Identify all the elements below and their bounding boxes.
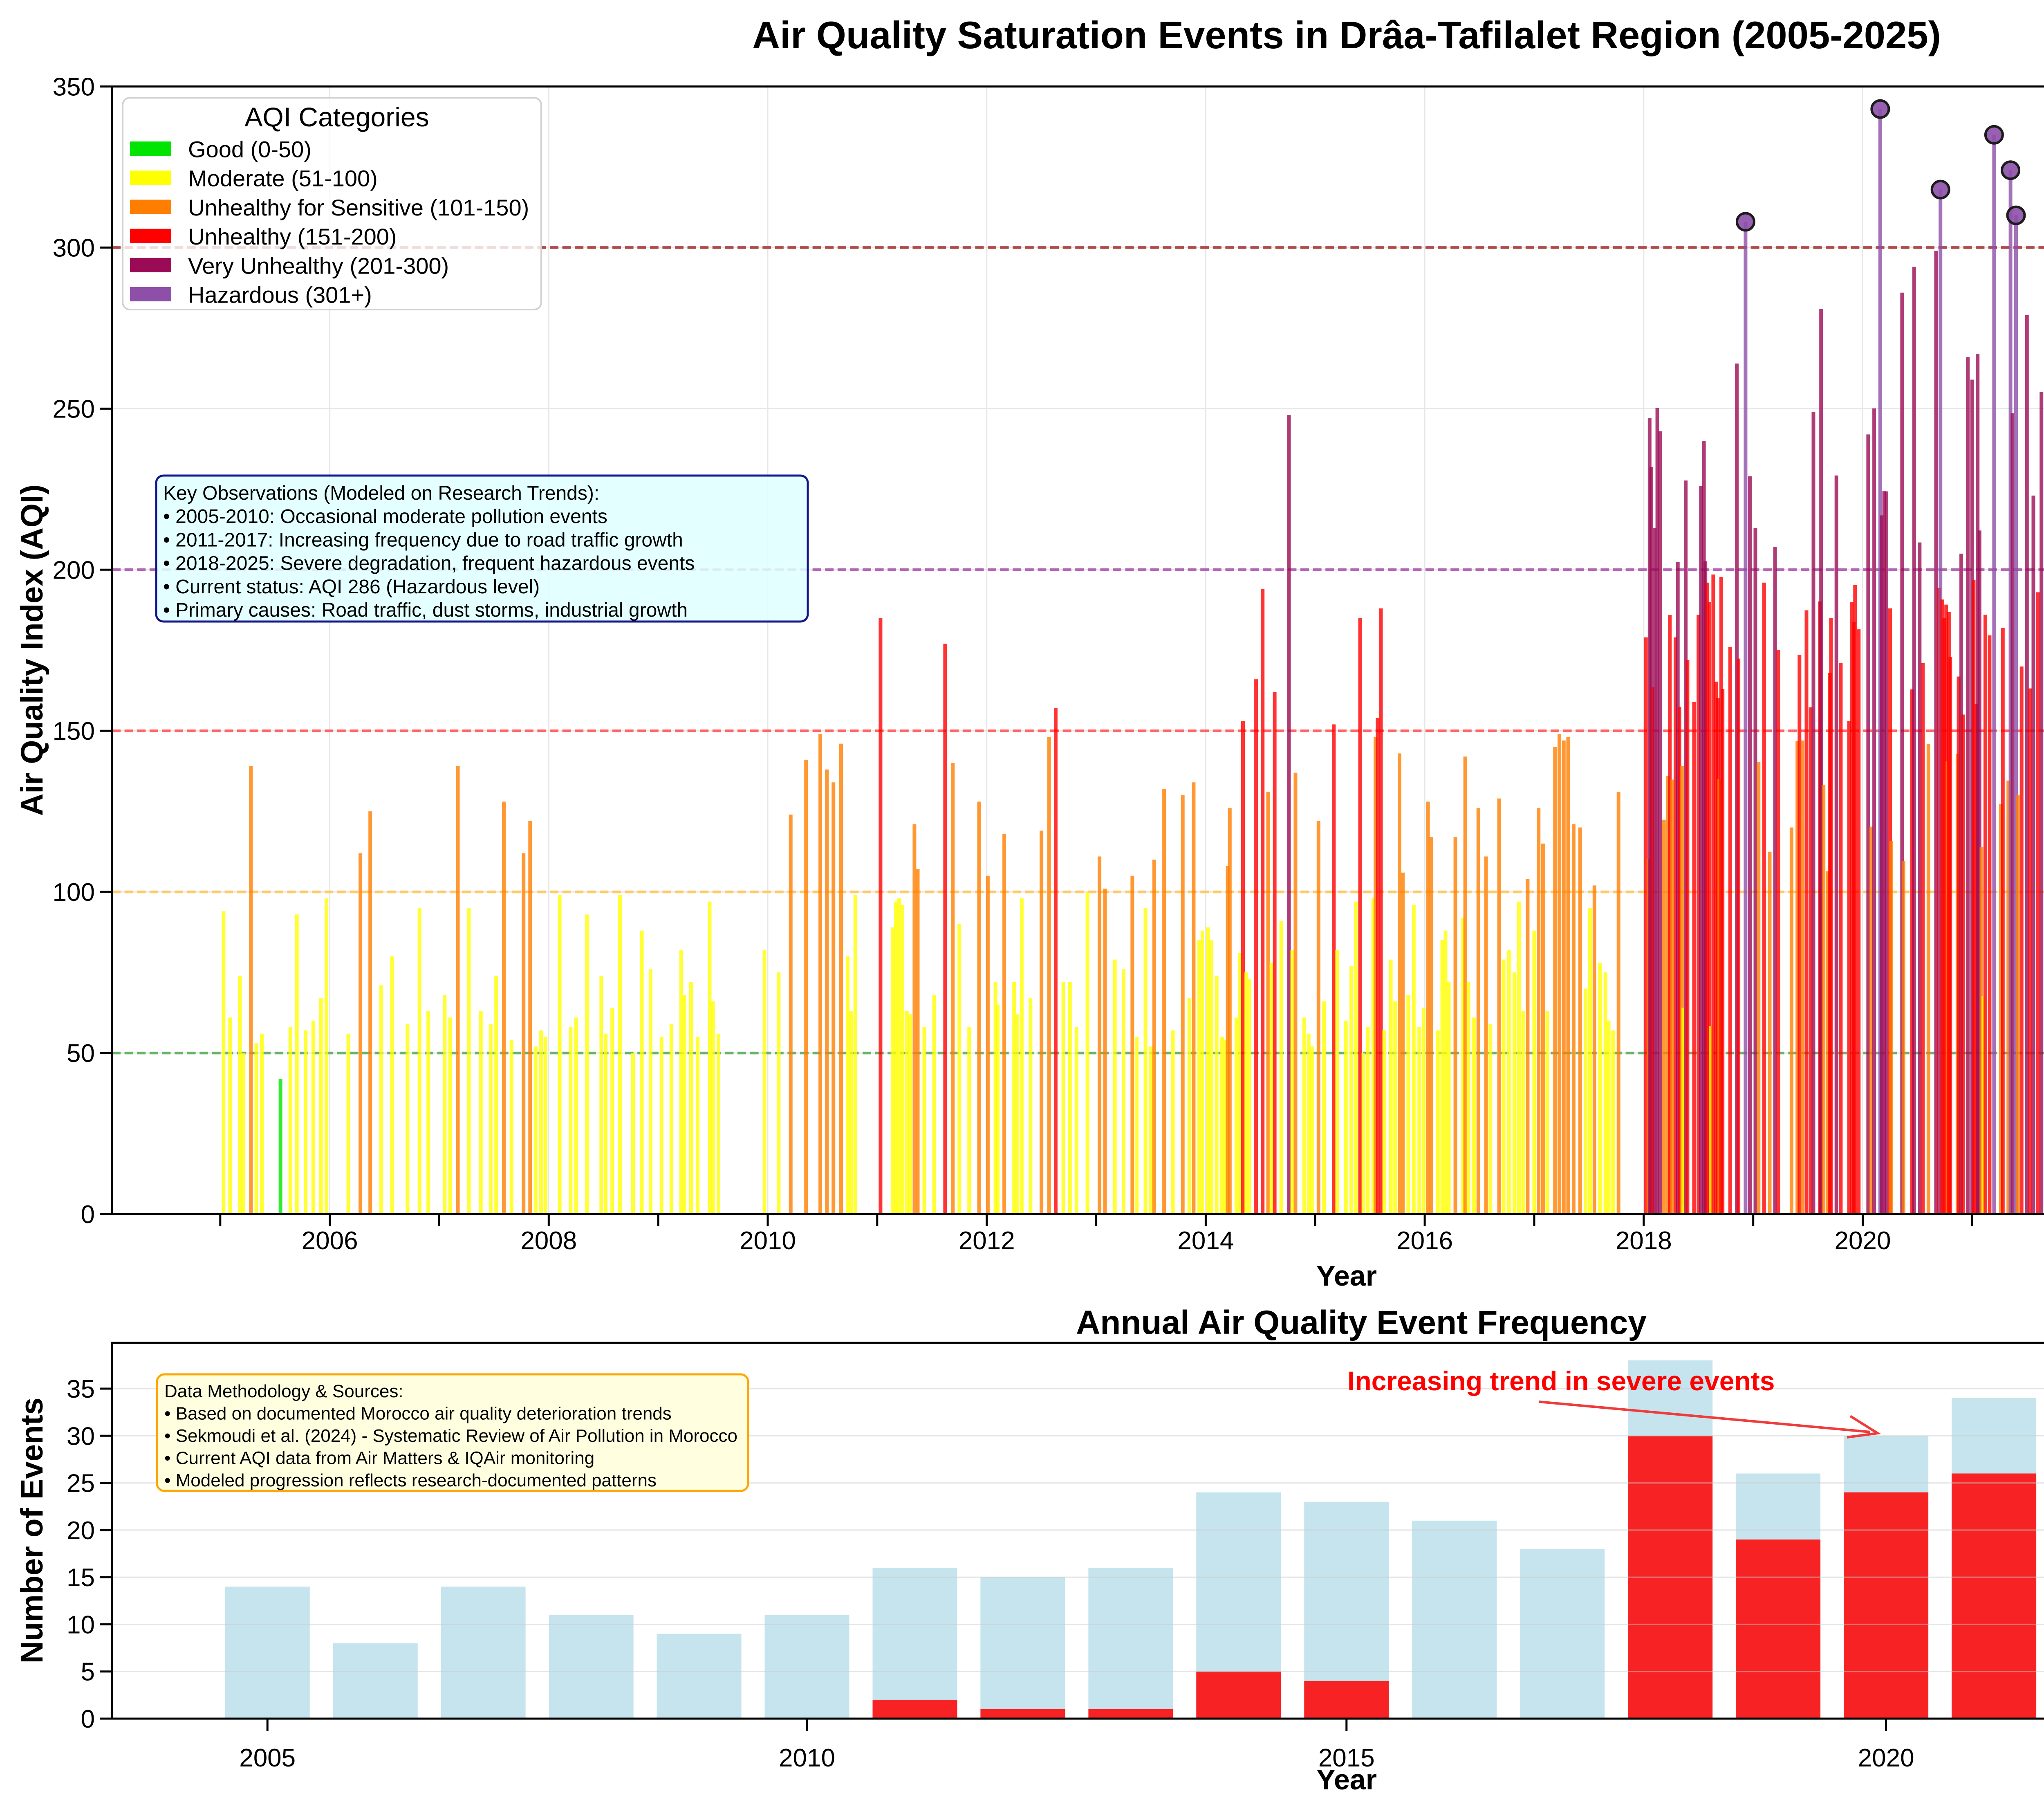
svg-text:250: 250 [53,395,95,423]
svg-text:100: 100 [53,878,95,907]
svg-text:• 2011-2017: Increasing freque: • 2011-2017: Increasing frequency due to… [163,529,683,551]
svg-text:2006: 2006 [302,1227,358,1255]
svg-text:Key Observations (Modeled on R: Key Observations (Modeled on Research Tr… [163,483,599,504]
svg-text:Annual Air Quality Event Frequ: Annual Air Quality Event Frequency [1076,1304,1647,1341]
svg-text:0: 0 [81,1705,95,1733]
svg-text:• Current AQI data from Air Ma: • Current AQI data from Air Matters & IQ… [164,1448,594,1468]
svg-text:• Based on documented Morocco: • Based on documented Morocco air qualit… [164,1404,672,1424]
svg-text:AQI Categories: AQI Categories [244,102,429,132]
svg-text:• Modeled progression reflects: • Modeled progression reflects research-… [164,1470,657,1490]
svg-text:• Sekmoudi et al. (2024) - Sys: • Sekmoudi et al. (2024) - Systematic Re… [164,1426,737,1446]
svg-text:2018: 2018 [1616,1227,1672,1255]
svg-text:Moderate (51-100): Moderate (51-100) [188,166,378,191]
svg-text:2008: 2008 [520,1227,577,1255]
svg-text:2010: 2010 [779,1744,835,1772]
svg-text:Good (0-50): Good (0-50) [188,137,312,162]
svg-text:150: 150 [53,717,95,745]
svg-text:0: 0 [81,1201,95,1229]
svg-text:350: 350 [53,73,95,101]
svg-text:300: 300 [53,234,95,262]
svg-text:• Current status: AQI 286 (Haz: • Current status: AQI 286 (Hazardous lev… [163,576,540,598]
svg-text:Hazardous (301+): Hazardous (301+) [188,282,372,308]
svg-text:30: 30 [67,1422,95,1450]
svg-text:2010: 2010 [740,1227,796,1255]
svg-text:Year: Year [1316,1764,1377,1796]
svg-text:35: 35 [67,1375,95,1403]
svg-text:Number of Events: Number of Events [15,1398,49,1663]
svg-text:Very Unhealthy (201-300): Very Unhealthy (201-300) [188,253,449,278]
svg-text:Unhealthy for Sensitive (101-1: Unhealthy for Sensitive (101-150) [188,195,529,220]
svg-text:Air Quality Index (AQI): Air Quality Index (AQI) [15,485,49,816]
svg-text:2015: 2015 [1318,1744,1375,1772]
svg-text:• Primary causes: Road traffic: • Primary causes: Road traffic, dust sto… [163,599,688,621]
svg-text:2020: 2020 [1858,1744,1914,1772]
svg-text:25: 25 [67,1470,95,1498]
svg-text:20: 20 [67,1517,95,1545]
svg-text:10: 10 [67,1611,95,1639]
svg-text:• 2005-2010: Occasional modera: • 2005-2010: Occasional moderate polluti… [163,506,607,527]
svg-text:Unhealthy (151-200): Unhealthy (151-200) [188,224,397,249]
svg-text:2020: 2020 [1835,1227,1891,1255]
svg-text:5: 5 [81,1658,95,1686]
svg-text:15: 15 [67,1564,95,1592]
svg-text:50: 50 [67,1039,95,1068]
svg-text:Year: Year [1316,1260,1377,1292]
svg-text:2014: 2014 [1177,1227,1234,1255]
svg-text:2016: 2016 [1396,1227,1453,1255]
svg-text:Data Methodology & Sources:: Data Methodology & Sources: [164,1381,403,1401]
svg-text:Increasing trend in severe eve: Increasing trend in severe events [1347,1366,1775,1396]
svg-text:• 2018-2025: Severe degradatio: • 2018-2025: Severe degradation, frequen… [163,553,695,575]
svg-text:Air Quality Saturation Events: Air Quality Saturation Events in Drâa-Ta… [752,13,1941,56]
svg-text:2005: 2005 [239,1744,296,1772]
svg-text:2012: 2012 [959,1227,1015,1255]
svg-text:200: 200 [53,556,95,584]
